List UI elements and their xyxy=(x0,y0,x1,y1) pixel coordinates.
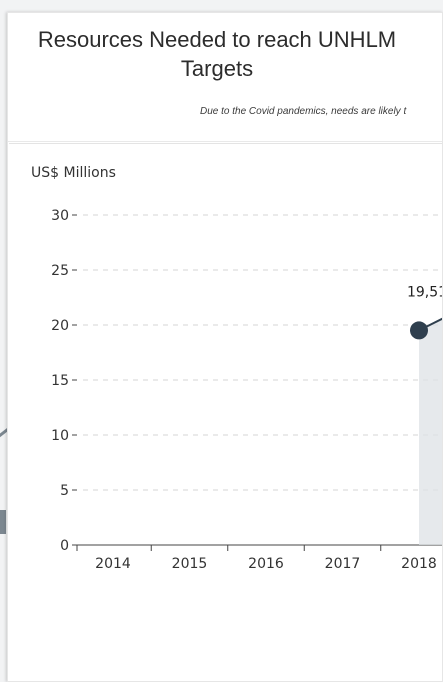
x-tick-label: 2015 xyxy=(172,556,208,572)
x-tick-label: 2016 xyxy=(248,556,284,572)
y-tick-label: 10 xyxy=(51,428,69,444)
y-tick-label: 20 xyxy=(51,318,69,334)
y-tick-label: 30 xyxy=(51,208,69,224)
x-tick-label: 2018 xyxy=(401,556,437,572)
y-tick-label: 5 xyxy=(60,483,69,499)
y-axis-label: US$ Millions xyxy=(31,165,116,181)
chart-panel: Resources Needed to reach UNHLM Targets … xyxy=(7,12,443,682)
y-tick-label: 0 xyxy=(60,538,69,554)
x-tick-label: 2017 xyxy=(325,556,361,572)
series-marker xyxy=(410,321,428,340)
background-series-marker xyxy=(0,510,6,534)
series-line xyxy=(418,317,442,332)
x-tick-label: 2014 xyxy=(95,556,131,572)
y-tick-label: 15 xyxy=(51,373,69,389)
chart-subtitle-note: Due to the Covid pandemics, needs are li… xyxy=(200,106,407,117)
chart-card: US$ Millions 0 5 10 15 20 25 30 2014 2015 2016 201… xyxy=(9,143,443,681)
data-label: 19,51 xyxy=(407,284,443,300)
chart-title: Resources Needed to reach UNHLM Targets xyxy=(37,27,397,81)
y-tick-label: 25 xyxy=(51,263,69,279)
line-chart: 0 5 10 15 20 25 30 2014 2015 2016 2017 2018 19,51 xyxy=(51,208,443,572)
header-divider xyxy=(8,141,442,142)
series-area xyxy=(419,318,442,545)
